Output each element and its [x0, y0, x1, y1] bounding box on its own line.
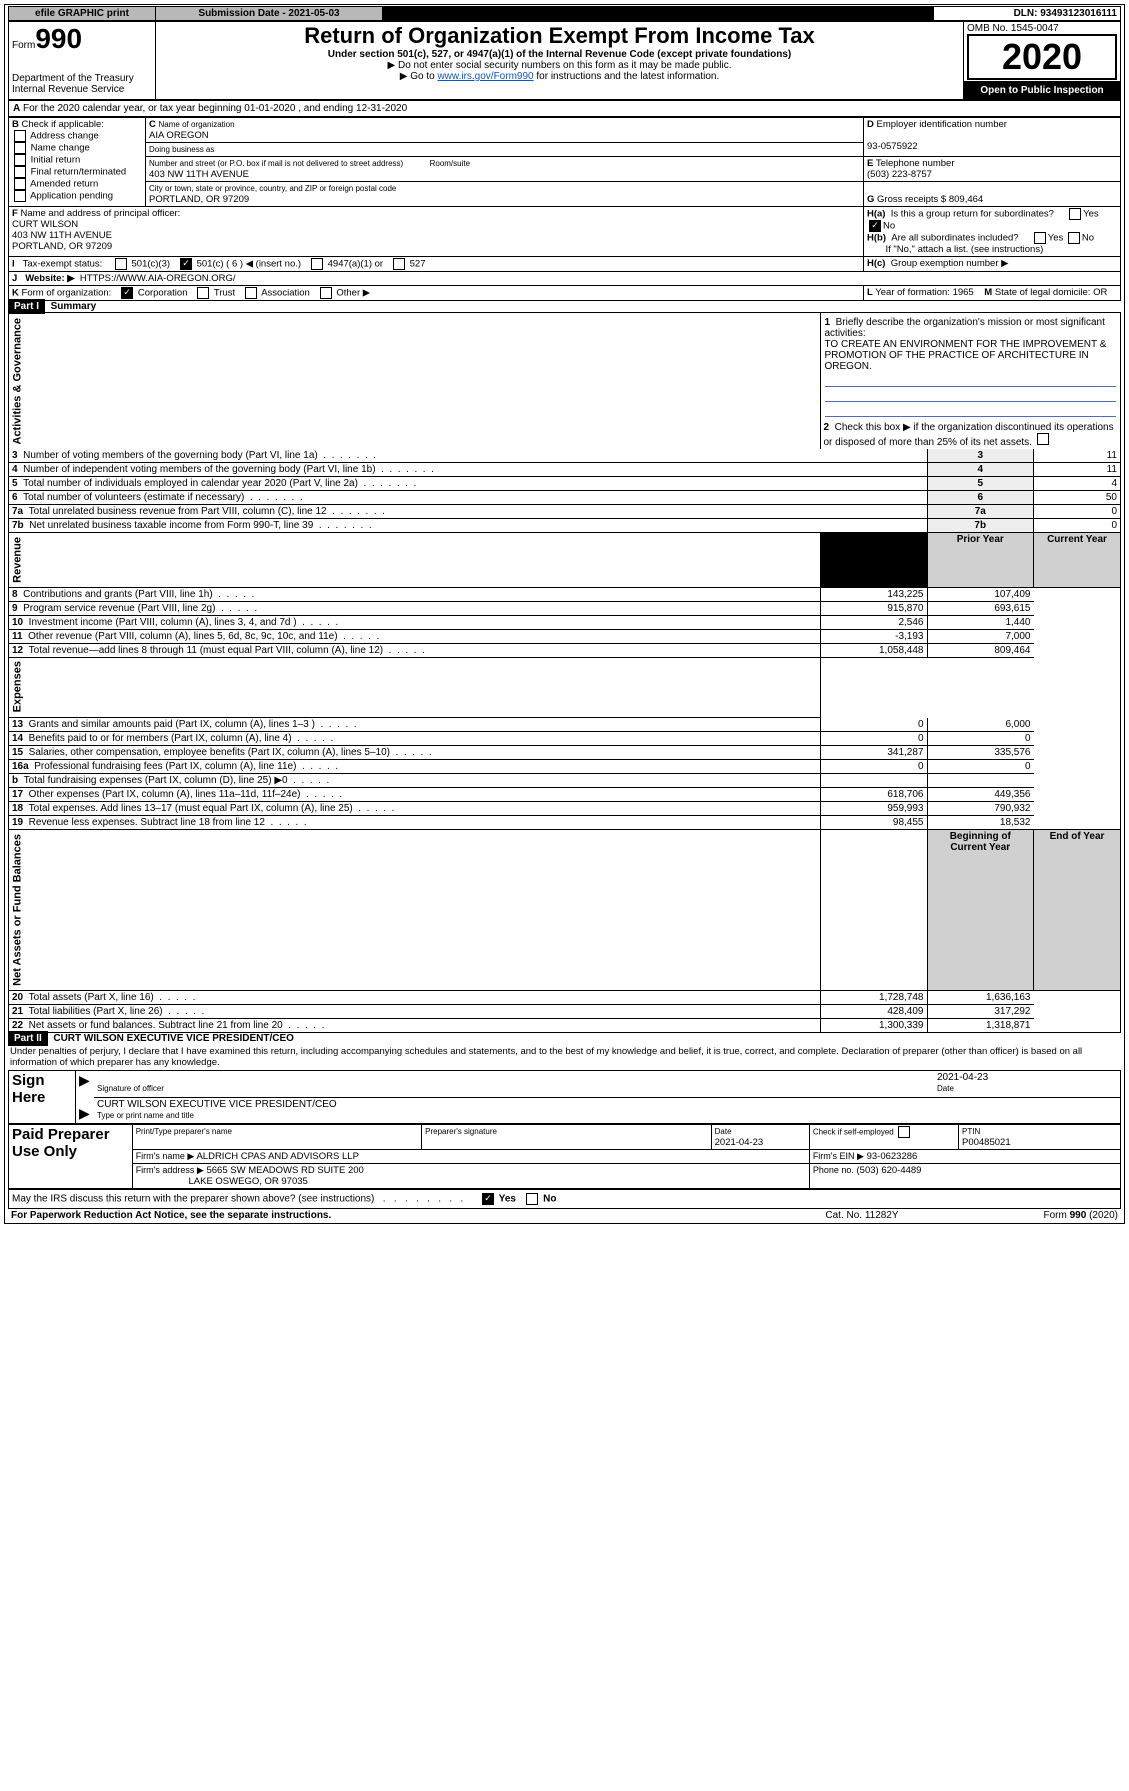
form-footer: Form 990 (2020) — [1044, 1210, 1118, 1221]
subdate: Submission Date - 2021-05-03 — [156, 7, 383, 21]
part2-hdr: Part II — [8, 1031, 48, 1046]
org-name: AIA OREGON — [149, 130, 209, 141]
paid-preparer: Paid Preparer Use Only Print/Type prepar… — [8, 1124, 1121, 1189]
perjury: Under penalties of perjury, I declare th… — [8, 1044, 1121, 1070]
form-header: Form990 Department of the Treasury Inter… — [8, 21, 1121, 100]
part1-hdr: Part I — [8, 299, 45, 314]
efile-btn[interactable]: efile GRAPHIC print — [9, 7, 156, 21]
mission: TO CREATE AN ENVIRONMENT FOR THE IMPROVE… — [825, 339, 1107, 372]
entity-info: B Check if applicable: Address change Na… — [8, 117, 1121, 301]
sign-here-block: Sign Here ▶▶ Signature of officer 2021-0… — [8, 1070, 1121, 1124]
website: HTTPS://WWW.AIA-OREGON.ORG/ — [80, 273, 236, 284]
sec-net: Net Assets or Fund Balances — [9, 830, 821, 991]
sec-gov: Activities & Governance — [9, 313, 821, 450]
sub1: Under section 501(c), 527, or 4947(a)(1)… — [159, 49, 960, 60]
line-A: A For the 2020 calendar year, or tax yea… — [8, 100, 1121, 117]
pra-notice: For Paperwork Reduction Act Notice, see … — [11, 1210, 331, 1221]
gross-receipts: 809,464 — [949, 194, 983, 205]
form-title: Return of Organization Exempt From Incom… — [159, 23, 960, 49]
b-label: Check if applicable: — [22, 119, 104, 130]
city: PORTLAND, OR 97209 — [149, 194, 249, 205]
form-number: 990 — [35, 23, 82, 54]
irs-link[interactable]: www.irs.gov/Form990 — [437, 71, 533, 82]
dept: Department of the Treasury Internal Reve… — [12, 73, 152, 95]
sub2: ▶ Do not enter social security numbers o… — [159, 60, 960, 71]
sub3: ▶ Go to www.irs.gov/Form990 for instruct… — [159, 71, 960, 82]
form-label: Form — [12, 40, 35, 51]
topbar: efile GRAPHIC print Submission Date - 20… — [8, 6, 1121, 21]
ein: 93-0575922 — [867, 141, 918, 152]
tax-year: 2020 — [967, 34, 1117, 80]
sec-exp: Expenses — [9, 657, 821, 717]
dln: DLN: 93493123016111 — [934, 7, 1121, 21]
address: 403 NW 11TH AVENUE — [149, 169, 249, 180]
part1-body: Activities & Governance 1 Briefly descri… — [8, 312, 1121, 1033]
cat-no: Cat. No. 11282Y — [759, 1209, 965, 1222]
open-inspection: Open to Public Inspection — [964, 82, 1121, 100]
phone: (503) 223-8757 — [867, 169, 932, 180]
omb: OMB No. 1545-0047 — [967, 23, 1117, 34]
sec-rev: Revenue — [9, 533, 821, 588]
